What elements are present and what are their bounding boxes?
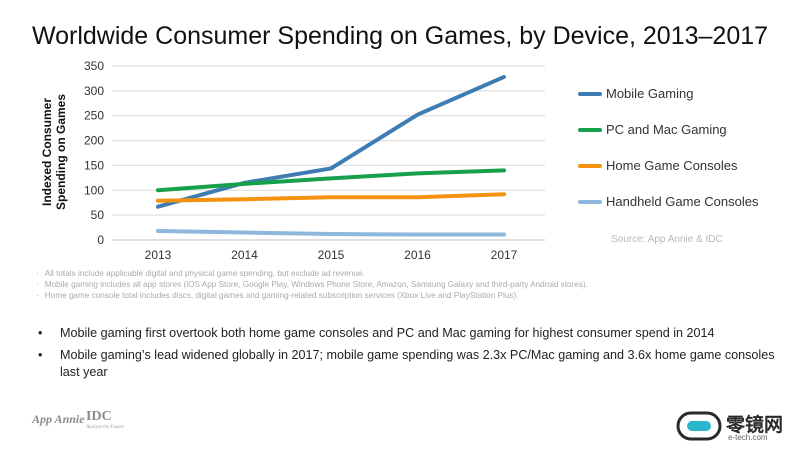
idc-logo-tagline: Analyze the Future (86, 425, 124, 430)
y-tick-label: 350 (84, 59, 104, 73)
series-lines (156, 74, 506, 237)
y-axis-label-line: Indexed Consumer (40, 98, 54, 206)
legend-item: Handheld Game Consoles (578, 194, 793, 230)
brand-logo: 零镜网 e-tech.com (676, 410, 796, 442)
series-line (156, 229, 506, 237)
legend-item: Home Game Consoles (578, 158, 793, 194)
key-findings-list: Mobile gaming first overtook both home g… (38, 325, 778, 386)
x-axis-ticks: 2013 2014 2015 2016 2017 (145, 248, 518, 262)
legend-swatch (578, 164, 602, 168)
y-axis-label-line: Spending on Games (54, 94, 68, 210)
source-note: Source: App Annie & IDC (611, 234, 723, 245)
y-tick-label: 0 (97, 233, 104, 247)
x-tick-label: 2013 (145, 248, 172, 262)
x-tick-label: 2014 (231, 248, 258, 262)
x-tick-label: 2015 (318, 248, 345, 262)
x-tick-label: 2017 (491, 248, 518, 262)
legend-label: Home Game Consoles (606, 158, 738, 173)
gridlines (112, 65, 545, 241)
y-tick-label: 250 (84, 109, 104, 123)
x-tick-label: 2016 (404, 248, 431, 262)
y-axis-ticks: 0 50 100 150 200 250 300 350 (84, 59, 104, 247)
y-tick-label: 300 (84, 84, 104, 98)
footnote: All totals include applicable digital an… (36, 268, 756, 279)
footnotes: All totals include applicable digital an… (36, 268, 756, 301)
y-tick-label: 150 (84, 158, 104, 172)
legend-label: PC and Mac Gaming (606, 122, 727, 137)
brand-logo-url: e-tech.com (728, 433, 768, 442)
y-axis-label: Indexed ConsumerSpending on Games (40, 94, 68, 210)
key-finding: Mobile gaming’s lead widened globally in… (38, 347, 778, 381)
legend-swatch (578, 200, 602, 204)
legend-swatch (578, 92, 602, 96)
y-tick-label: 50 (91, 208, 105, 222)
brand-logo-icon (676, 411, 722, 441)
legend: Mobile Gaming PC and Mac Gaming Home Game … (578, 86, 793, 230)
legend-item: PC and Mac Gaming (578, 122, 793, 158)
footnote: Mobile gaming includes all app stores (i… (36, 279, 756, 290)
series-line (156, 168, 506, 193)
legend-label: Handheld Game Consoles (606, 194, 759, 209)
legend-item: Mobile Gaming (578, 86, 793, 122)
idc-logo-text: IDC (86, 409, 112, 424)
idc-logo: IDC Analyze the Future (86, 409, 124, 430)
series-line (156, 192, 506, 203)
key-finding: Mobile gaming first overtook both home g… (38, 325, 778, 342)
app-annie-logo: App Annie (32, 412, 85, 426)
legend-label: Mobile Gaming (606, 86, 694, 101)
y-tick-label: 200 (84, 134, 104, 148)
y-tick-label: 100 (84, 183, 104, 197)
brand-logo-text: 零镜网 (726, 415, 784, 436)
series-line (156, 74, 506, 209)
footnote: Home game console total includes discs, … (36, 290, 756, 301)
legend-swatch (578, 128, 602, 132)
chart-title: Worldwide Consumer Spending on Games, by… (31, 22, 769, 50)
